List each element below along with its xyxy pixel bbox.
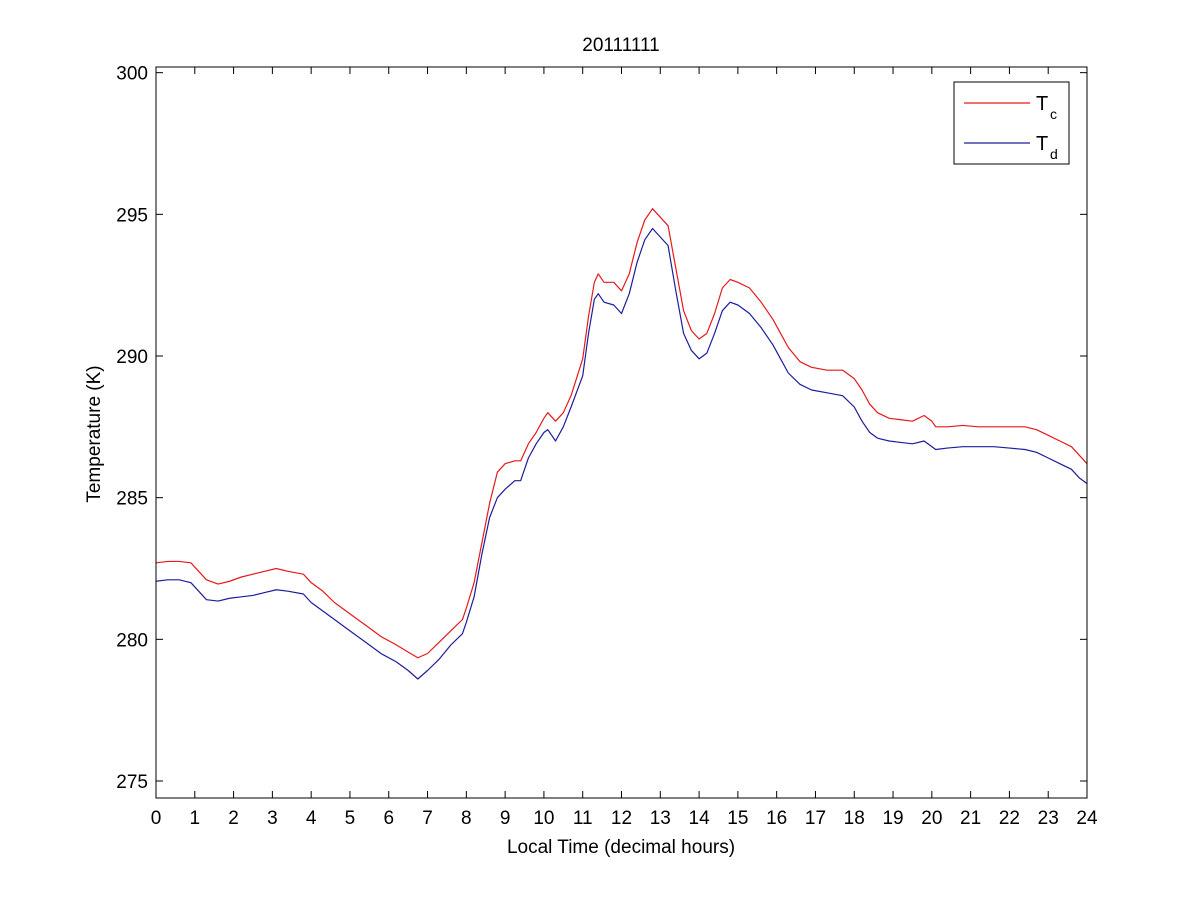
y-axis-title: Temperature (K) (84, 365, 105, 502)
x-tick-label: 17 (805, 808, 826, 829)
series-lines (155, 208, 1088, 680)
x-tick-label: 24 (1076, 808, 1098, 829)
x-tick-label: 20 (921, 808, 942, 829)
legend-label-subscript: c (1050, 106, 1057, 122)
x-tick-label: 6 (383, 808, 394, 829)
x-tick-label: 14 (689, 808, 711, 829)
y-tick-label: 295 (116, 205, 148, 226)
x-tick-label: 12 (611, 808, 632, 829)
x-tick-label: 13 (650, 808, 671, 829)
x-tick-label: 22 (999, 808, 1020, 829)
x-tick-label: 10 (533, 808, 554, 829)
x-tick-label: 16 (766, 808, 787, 829)
y-tick-label: 290 (116, 347, 148, 368)
legend-label: T (1036, 133, 1048, 155)
x-tick-label: 23 (1038, 808, 1059, 829)
series-line-t-c (155, 208, 1088, 659)
x-tick-label: 19 (882, 808, 903, 829)
y-tick-label: 275 (116, 772, 148, 793)
x-tick-label: 18 (844, 808, 865, 829)
series-line-t-d (155, 227, 1088, 680)
chart-title: 20111111 (582, 35, 659, 56)
axes-frame (155, 66, 1088, 799)
x-tick-label: 3 (267, 808, 278, 829)
x-axis-title: Local Time (decimal hours) (507, 837, 735, 858)
x-tick-label: 8 (461, 808, 472, 829)
x-tick-label: 0 (151, 808, 162, 829)
x-tick-label: 15 (727, 808, 748, 829)
x-tick-label: 11 (573, 808, 593, 829)
axis-ticks: 0 1 2 3 4 5 6 7 8 9 10 11 12 13 14 15 16 17 18 19 20 21 22 23 24… (116, 64, 1098, 829)
x-tick-label: 21 (960, 808, 981, 829)
legend-label-subscript: d (1050, 146, 1058, 162)
x-tick-label: 5 (345, 808, 356, 829)
y-tick-label: 300 (116, 64, 148, 85)
legend-box (953, 81, 1070, 165)
y-tick-label: 280 (116, 630, 148, 651)
legend-label: T (1036, 93, 1048, 115)
x-tick-label: 9 (500, 808, 511, 829)
x-tick-label: 7 (422, 808, 433, 829)
y-tick-label: 285 (116, 489, 148, 510)
x-tick-label: 1 (190, 808, 201, 829)
x-tick-label: 2 (228, 808, 239, 829)
x-tick-label: 4 (306, 808, 317, 829)
